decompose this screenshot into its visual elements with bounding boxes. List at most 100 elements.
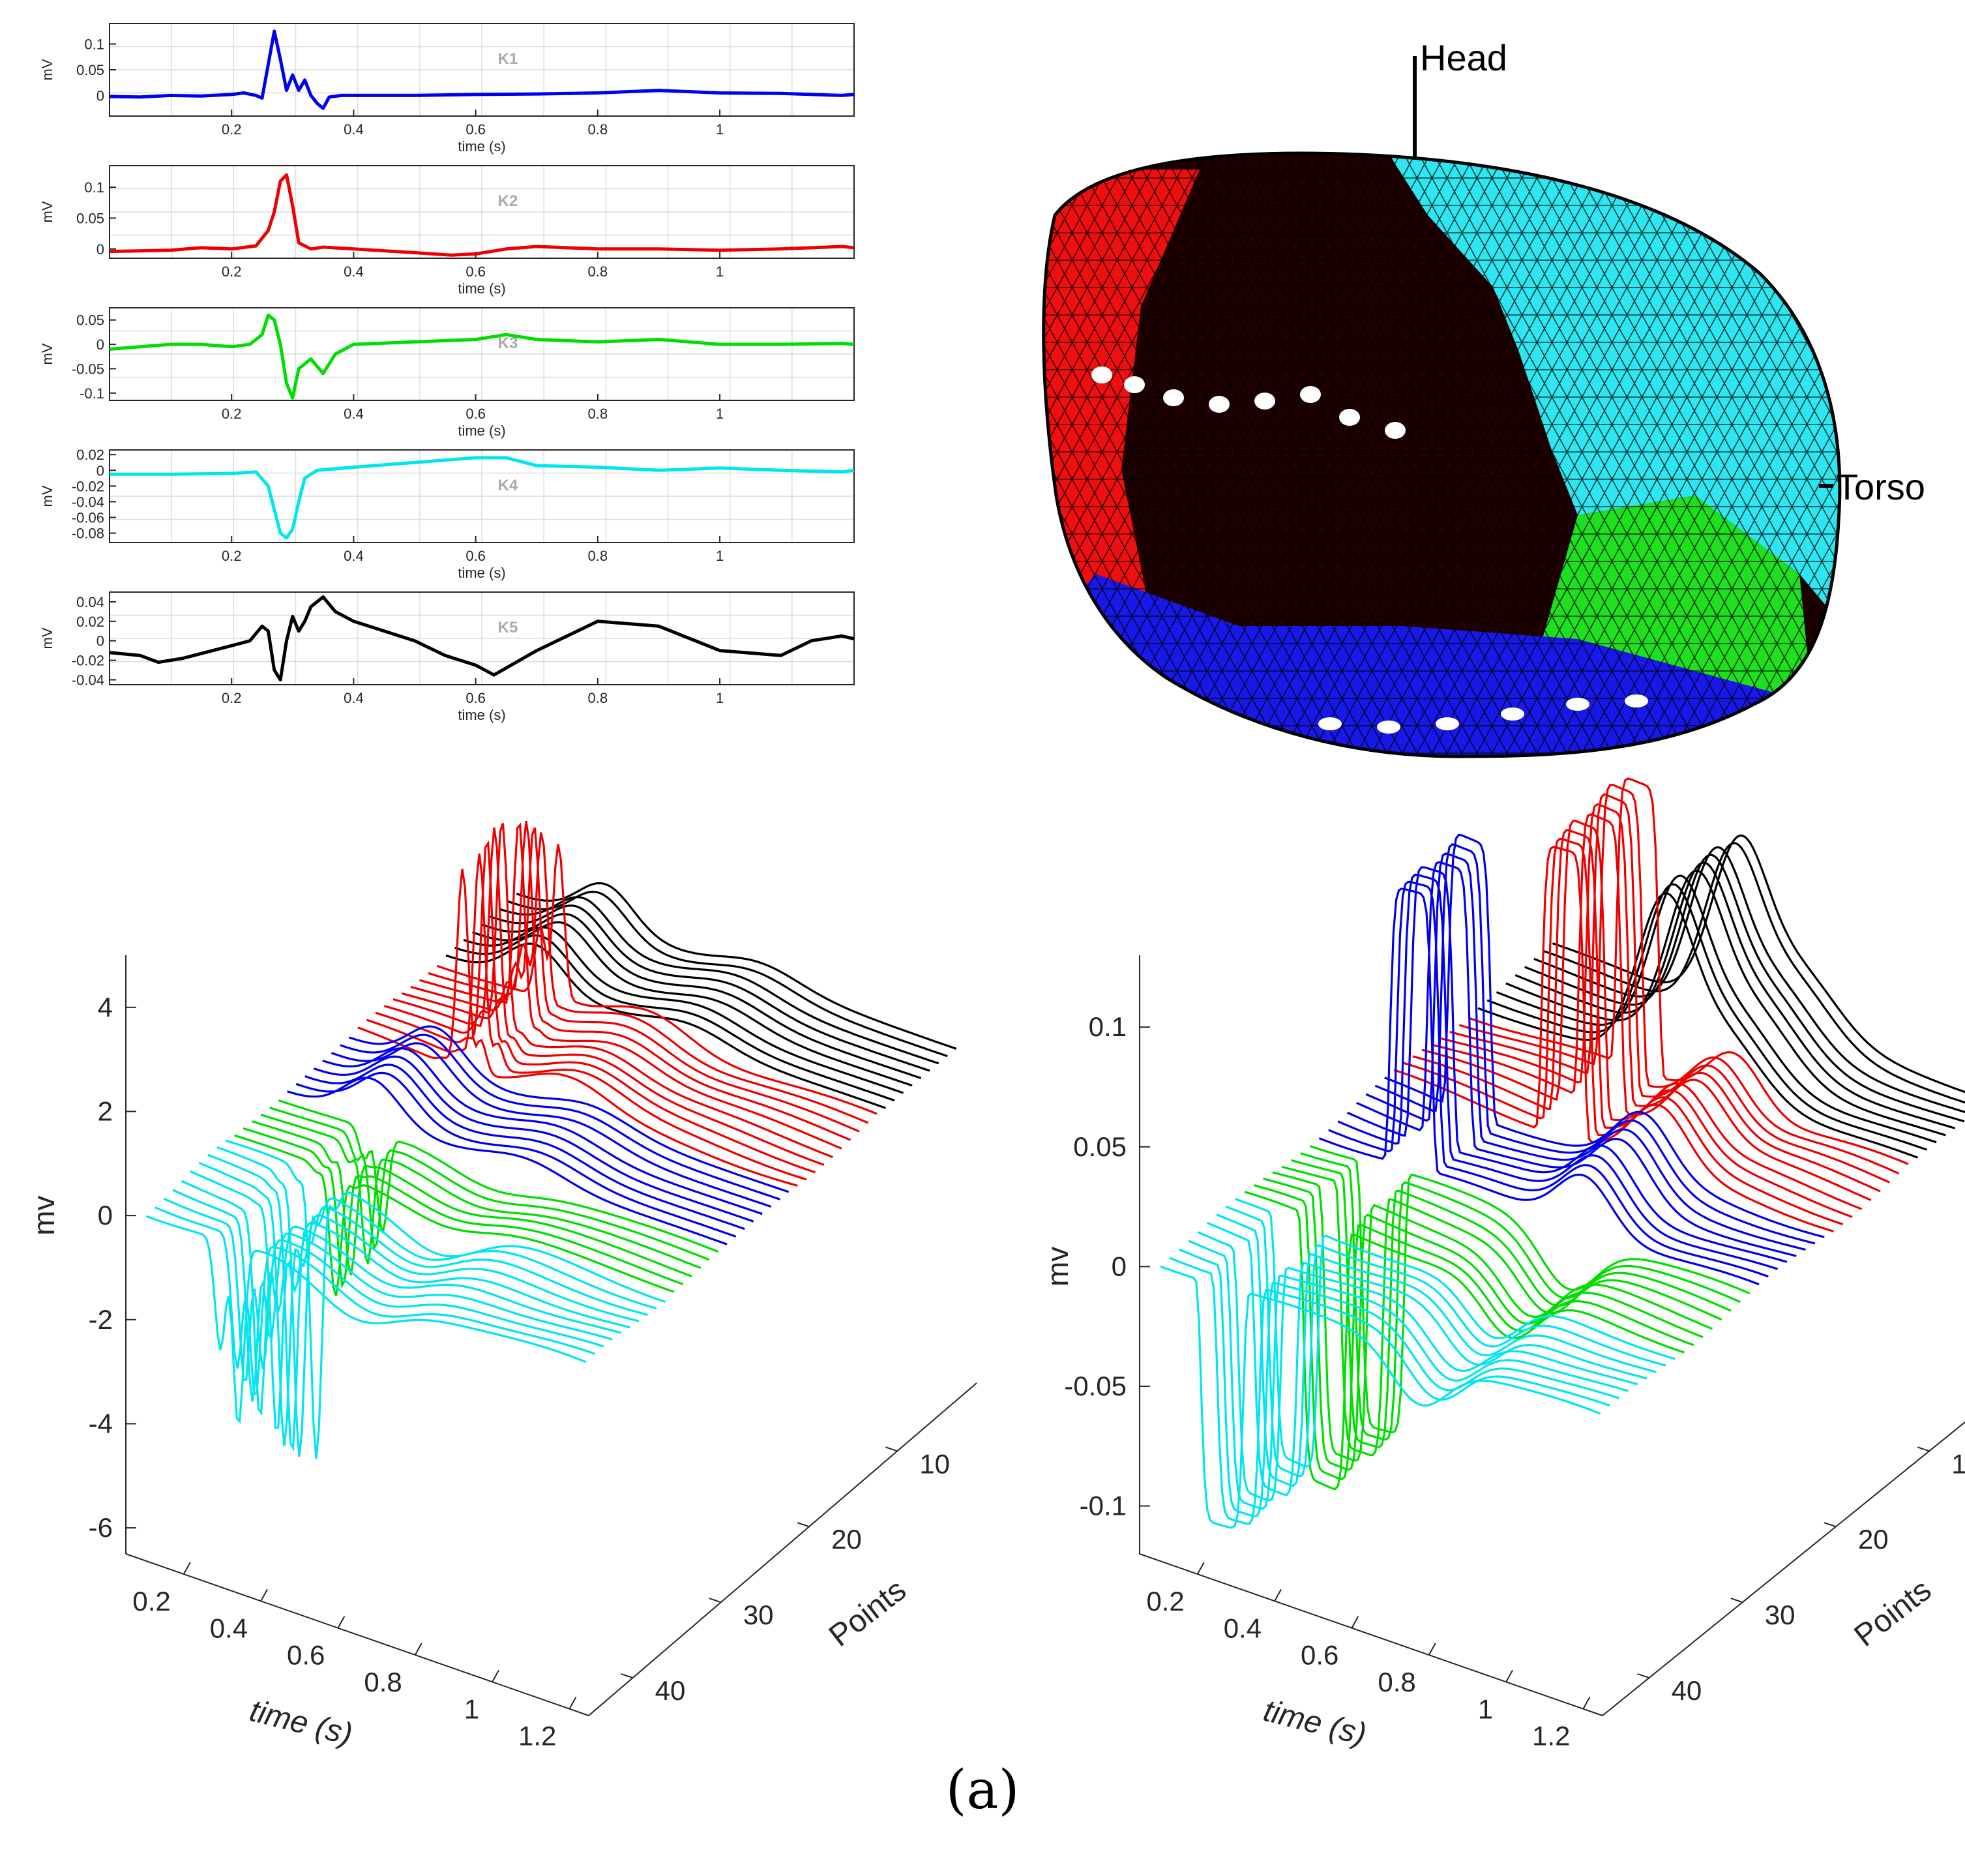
chart-k4: 0.2 0.4 0.6 0.8 1 0.020-0.02-0.04-0.06-0.08 ti… bbox=[39, 447, 855, 581]
waterfall-series-line bbox=[1552, 834, 1965, 1094]
y-axis-label: mV bbox=[39, 201, 55, 222]
y-tick-label: 0.05 bbox=[76, 210, 104, 226]
waterfall-series-line bbox=[1197, 1231, 1638, 1502]
waterfall-series-line bbox=[348, 1025, 790, 1193]
x-tick-label: 0.6 bbox=[465, 263, 486, 280]
waterfall-series-line bbox=[1263, 1178, 1704, 1471]
waterfall-series-line bbox=[1384, 833, 1825, 1238]
waterfall-series-line bbox=[445, 942, 887, 1109]
points-tick-label: 40 bbox=[1672, 1675, 1702, 1706]
waterfall-series-line bbox=[1235, 1198, 1676, 1468]
waterfall-series-line bbox=[428, 832, 869, 1124]
points-tick-label: 40 bbox=[655, 1675, 686, 1706]
waterfall-series-line bbox=[198, 1162, 640, 1446]
time-tick-label: 0.6 bbox=[287, 1640, 325, 1671]
x-tick-label: 0.4 bbox=[344, 406, 364, 422]
time-tick-label: 0.2 bbox=[132, 1586, 170, 1616]
time-axis-label: time (s) bbox=[246, 1693, 356, 1752]
waterfall-series-line bbox=[278, 1099, 719, 1253]
z-tick-label: 2 bbox=[98, 1095, 113, 1126]
waterfall-series-line bbox=[207, 1154, 648, 1452]
y-tick-label: 0.05 bbox=[76, 62, 104, 78]
time-tick bbox=[1582, 1697, 1591, 1710]
x-tick-label: 0.6 bbox=[465, 548, 486, 564]
waterfall-series-line bbox=[498, 896, 939, 1065]
signal-line bbox=[109, 595, 855, 681]
x-tick-label: 0.2 bbox=[222, 263, 242, 280]
waterfall-series-line bbox=[181, 1180, 622, 1416]
x-tick-label: 0.6 bbox=[465, 690, 486, 706]
waterfall-series-line bbox=[1505, 869, 1946, 1137]
points-tick bbox=[885, 1446, 898, 1452]
points-tick-label: 30 bbox=[1765, 1600, 1795, 1630]
x-tick-label: 0.4 bbox=[344, 690, 364, 706]
y-axis-label: mV bbox=[39, 627, 55, 649]
waterfall-series-line bbox=[366, 853, 807, 1181]
x-axis-label: time (s) bbox=[458, 423, 505, 439]
waterfall-series-line bbox=[419, 827, 860, 1133]
series-name-label: K5 bbox=[498, 619, 518, 636]
time-axis-label: time (s) bbox=[1260, 1693, 1370, 1752]
time-tick bbox=[569, 1697, 577, 1710]
waterfall-series-line bbox=[252, 1120, 692, 1277]
waterfall-series-line bbox=[1309, 1145, 1751, 1434]
waterfall-series-line bbox=[507, 890, 948, 1058]
y-tick-label: 0 bbox=[96, 87, 104, 104]
x-tick-label: 0.8 bbox=[588, 690, 608, 706]
chart-k1: 0.2 0.4 0.6 0.8 1 0.1 0.05 0 time (s) mV K1 bbox=[39, 23, 855, 155]
chart-k2: 0.2 0.4 0.6 0.8 1 0.1 0.05 0 time (s) mV K2 bbox=[39, 165, 855, 297]
waterfall-series-line bbox=[1188, 1240, 1629, 1510]
torso-label: Torso bbox=[1836, 466, 1925, 507]
x-tick-label: 0.2 bbox=[222, 121, 242, 138]
y-tick-label: 0.1 bbox=[84, 37, 104, 53]
series-name-label: K1 bbox=[498, 50, 518, 68]
waterfall-series-line bbox=[1253, 1184, 1694, 1481]
waterfall-series-line bbox=[1486, 883, 1928, 1151]
waterfall-series-line bbox=[243, 1127, 684, 1289]
x-tick-label: 0.4 bbox=[344, 121, 364, 138]
points-axis-line bbox=[1602, 1421, 1965, 1716]
plot-frame bbox=[109, 307, 855, 401]
waterfall-series-line bbox=[1272, 1171, 1713, 1462]
waterfall-series-line bbox=[401, 822, 842, 1150]
y-tick-label: -0.08 bbox=[72, 526, 104, 542]
waterfall-series-line bbox=[1318, 887, 1760, 1286]
z-axis-label: mv bbox=[27, 1195, 61, 1235]
waterfall-series-line bbox=[1440, 803, 1881, 1193]
y-tick-label: 0.04 bbox=[76, 594, 104, 610]
waterfall-series-line bbox=[1365, 852, 1806, 1251]
points-tick bbox=[621, 1673, 633, 1678]
x-tick-label: 0.8 bbox=[588, 406, 608, 422]
points-tick bbox=[797, 1522, 810, 1528]
waterfall-series-line bbox=[225, 1139, 666, 1459]
waterfall-series-line bbox=[472, 921, 913, 1087]
z-tick-label: 0.1 bbox=[1089, 1011, 1127, 1042]
y-tick-label: -0.02 bbox=[72, 478, 104, 494]
points-tick bbox=[1917, 1446, 1930, 1452]
waterfall-series-line bbox=[1458, 783, 1900, 1175]
waterfall-right: 0.1 0.05 0 -0.05 -0.1 mv 0.2 0.4 0.6 0.8 1 1.2 time … bbox=[1041, 777, 1965, 1752]
time-tick bbox=[1351, 1616, 1359, 1629]
series-name-label: K4 bbox=[498, 477, 518, 494]
waterfall-series-line bbox=[304, 1064, 745, 1230]
waterfall-series-line bbox=[260, 1113, 702, 1269]
x-tick-label: 1 bbox=[716, 690, 724, 706]
x-tick-label: 1 bbox=[716, 121, 724, 138]
y-tick-label: -0.1 bbox=[80, 385, 104, 402]
waterfall-series-line bbox=[1374, 843, 1816, 1245]
time-tick-label: 0.8 bbox=[1378, 1667, 1415, 1697]
waterfall-series-line bbox=[357, 869, 798, 1187]
signal-line bbox=[109, 29, 855, 110]
points-tick bbox=[1637, 1673, 1649, 1678]
waterfall-series-line bbox=[145, 1215, 587, 1424]
waterfall-series-line bbox=[1169, 1257, 1610, 1525]
time-tick bbox=[1274, 1588, 1282, 1601]
points-tick-label: 20 bbox=[1858, 1524, 1889, 1555]
x-tick-label: 0.6 bbox=[465, 121, 486, 138]
x-tick-label: 1 bbox=[716, 548, 724, 564]
waterfall-series-line bbox=[516, 882, 957, 1050]
waterfall-series-line bbox=[1393, 846, 1834, 1232]
